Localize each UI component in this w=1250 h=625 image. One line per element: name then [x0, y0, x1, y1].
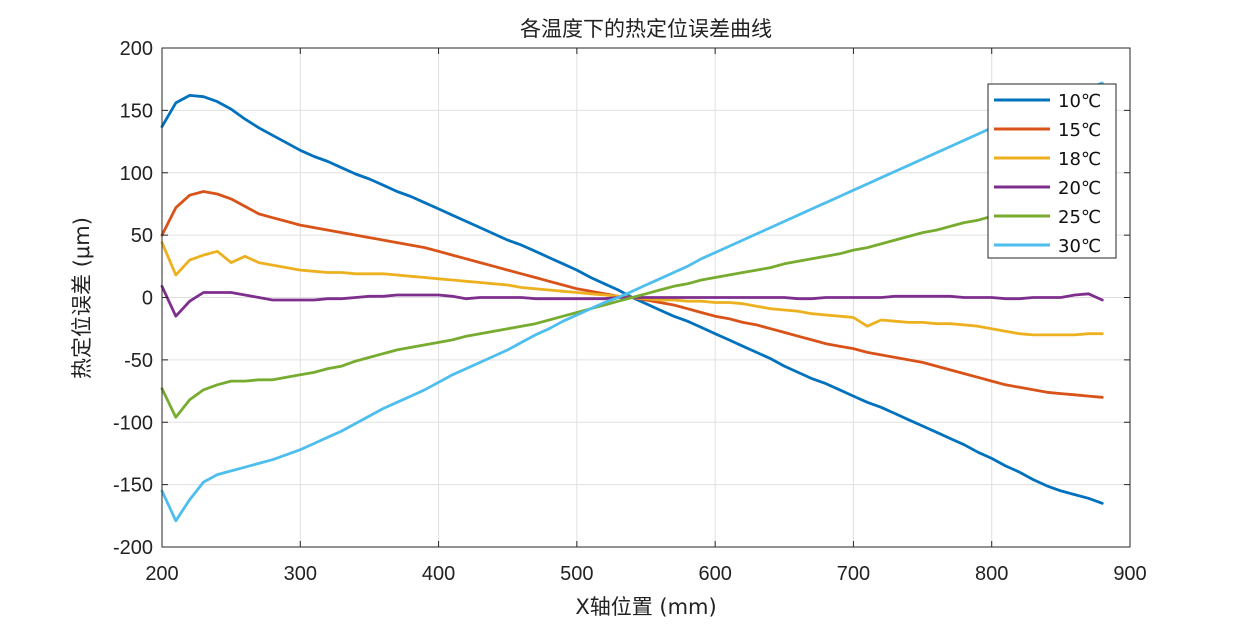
y-axis-label: 热定位误差 (μm)	[70, 217, 94, 379]
y-tick-label: -200	[113, 537, 153, 559]
y-tick-label: -150	[113, 475, 153, 497]
legend-label: 30℃	[1058, 236, 1101, 257]
x-tick-label: 900	[1113, 563, 1146, 585]
series-lines	[160, 81, 1104, 523]
axis-ticks: 200 300 400 500 600 700 800 900 -200 -150 -100 -50 0…	[113, 38, 1147, 585]
x-tick-label: 600	[698, 563, 731, 585]
y-tick-label: 150	[120, 100, 153, 122]
y-tick-label: 100	[120, 163, 153, 185]
y-tick-label: -50	[124, 350, 153, 372]
chart-title: 各温度下的热定位误差曲线	[520, 17, 772, 41]
x-tick-label: 500	[560, 563, 593, 585]
y-tick-label: 0	[142, 288, 153, 310]
legend-label: 15℃	[1058, 120, 1101, 141]
y-tick-label: -100	[113, 412, 153, 434]
legend-label: 18℃	[1058, 149, 1101, 170]
legend: 10℃ 15℃ 18℃ 20℃ 25℃ 30℃	[987, 83, 1117, 259]
series-line	[160, 81, 1104, 523]
x-tick-label: 200	[145, 563, 178, 585]
x-tick-label: 300	[284, 563, 317, 585]
x-tick-label: 800	[975, 563, 1008, 585]
plot-area: 200 300 400 500 600 700 800 900 -200 -150 -100 -50 0…	[113, 38, 1147, 585]
y-tick-label: 50	[131, 225, 153, 247]
legend-label: 10℃	[1058, 91, 1101, 112]
y-tick-label: 200	[120, 38, 153, 60]
x-axis-label: X轴位置 (mm)	[575, 595, 716, 619]
legend-label: 25℃	[1058, 207, 1101, 228]
legend-box	[987, 83, 1117, 259]
series-line	[160, 193, 1104, 419]
x-tick-label: 400	[422, 563, 455, 585]
legend-label: 20℃	[1058, 178, 1101, 199]
x-tick-label: 700	[837, 563, 870, 585]
